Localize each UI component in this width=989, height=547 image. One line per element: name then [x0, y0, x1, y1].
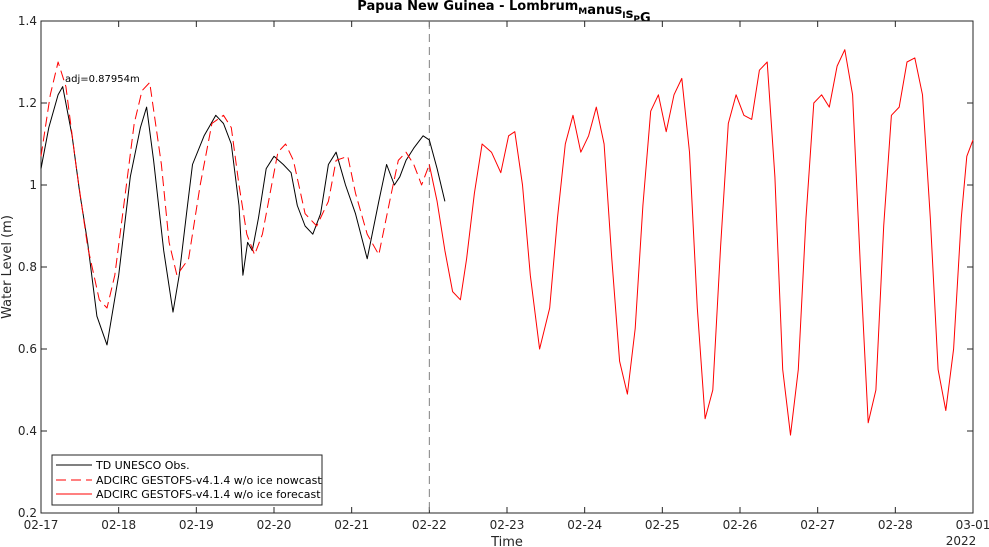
adjustment-annotation: adj=0.87954m [65, 74, 140, 85]
year-label: 2022 [946, 534, 977, 547]
x-axis: 02-17 02-18 02-19 02-20 02-21 02-22 02-23 02-24… [24, 21, 989, 532]
y-tick-label: 1.2 [18, 96, 37, 110]
y-axis-label: Water Level (m) [0, 215, 15, 319]
series-forecast-line [428, 49, 974, 436]
series-layer [40, 49, 974, 436]
x-tick-label: 02-17 [24, 518, 59, 532]
y-tick-label: 0.6 [18, 342, 37, 356]
series-observed-line [40, 86, 446, 346]
x-tick-label: 02-18 [101, 518, 136, 532]
legend-entry-nowcast: ADCIRC GESTOFS-v4.1.4 w/o ice nowcast [96, 474, 322, 487]
legend-box [51, 454, 323, 506]
legend-entry-obs: TD UNESCO Obs. [95, 459, 190, 472]
x-tick-label: 02-28 [878, 518, 913, 532]
y-tick-label: 1 [29, 178, 37, 192]
x-tick-label: 02-25 [645, 518, 680, 532]
x-tick-label: 02-26 [723, 518, 758, 532]
x-tick-label: 02-24 [567, 518, 602, 532]
chart-title: Papua New Guinea - LombrumManusIsPG [357, 0, 650, 26]
y-tick-label: 1.4 [18, 14, 37, 28]
x-tick-label: 02-27 [800, 518, 835, 532]
x-tick-label: 02-21 [334, 518, 369, 532]
x-tick-label: 03-01 [956, 518, 989, 532]
x-tick-label: 02-20 [257, 518, 292, 532]
y-tick-label: 0.8 [18, 260, 37, 274]
x-axis-label: Time [490, 535, 523, 547]
y-axis: 0.2 0.4 0.6 0.8 1 1.2 1.4 [18, 14, 973, 520]
y-tick-label: 0.2 [18, 506, 37, 520]
series-nowcast-line [40, 61, 430, 309]
legend: TD UNESCO Obs. ADCIRC GESTOFS-v4.1.4 w/o… [51, 454, 323, 506]
y-tick-label: 0.4 [18, 424, 37, 438]
plot-area [40, 20, 974, 514]
x-tick-label: 02-22 [412, 518, 447, 532]
x-tick-label: 02-23 [490, 518, 525, 532]
x-tick-label: 02-19 [179, 518, 214, 532]
legend-entry-forecast: ADCIRC GESTOFS-v4.1.4 w/o ice forecast [96, 488, 321, 501]
